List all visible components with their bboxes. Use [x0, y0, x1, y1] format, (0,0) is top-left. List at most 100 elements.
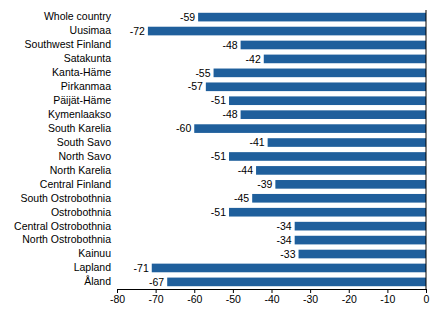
category-label: Central Finland [40, 178, 111, 190]
x-tick-label: -70 [149, 293, 164, 305]
category-label: Pirkanmaa [61, 80, 111, 92]
data-label: -71 [134, 262, 149, 274]
bar [167, 278, 426, 287]
y-tick: Southwest Finland [25, 38, 117, 50]
x-tick-label: -40 [264, 293, 279, 305]
y-tick: Whole country [44, 10, 117, 22]
data-label: -51 [211, 150, 226, 162]
x-tick: -80 [110, 289, 125, 305]
x-tick-mark [272, 289, 273, 293]
y-tick: Satakunta [64, 52, 117, 64]
data-label: -45 [234, 192, 249, 204]
x-tick-label: -50 [226, 293, 241, 305]
chart: -80 -70 -60 -50 -40 -30 -20 -10 0 Whole country Uu… [0, 0, 442, 317]
x-tick-mark [310, 289, 311, 293]
bar [252, 194, 426, 203]
y-tick: Åland [84, 275, 117, 287]
x-tick-label: -60 [187, 293, 202, 305]
x-tick-mark [156, 289, 157, 293]
y-tick: Kymenlaakso [48, 108, 117, 120]
bar [268, 138, 426, 147]
x-tick: -50 [226, 289, 241, 305]
plot: -80 -70 -60 -50 -40 -30 -20 -10 0 Whole country Uu… [14, 10, 429, 305]
category-label: Åland [84, 275, 111, 287]
y-tick: Kanta-Häme [52, 66, 117, 78]
bar [229, 96, 426, 105]
category-label: North Ostrobothnia [22, 233, 111, 245]
category-label: Lapland [74, 261, 112, 273]
x-tick-label: -20 [342, 293, 357, 305]
x-tick: -60 [187, 289, 202, 305]
bar [206, 82, 426, 91]
y-tick: Päijät-Häme [53, 94, 117, 106]
y-axis: Whole country Uusimaa Southwest Finland Sat… [14, 10, 117, 287]
data-label: -39 [257, 178, 272, 190]
x-tick-mark [387, 289, 388, 293]
y-tick: South Savo [57, 136, 117, 148]
category-label: Kymenlaakso [48, 108, 111, 120]
data-label: -59 [180, 11, 195, 23]
data-label: -72 [130, 25, 145, 37]
bar [295, 236, 426, 245]
data-label: -51 [211, 206, 226, 218]
data-label: -67 [149, 276, 164, 288]
category-label: Päijät-Häme [53, 94, 111, 106]
bar [299, 250, 426, 259]
x-tick-mark [233, 289, 234, 293]
bar [275, 180, 426, 189]
category-label: North Karelia [50, 164, 111, 176]
category-label: Central Ostrobothnia [14, 220, 111, 232]
data-label: -60 [176, 122, 191, 134]
y-tick: Ostrobothnia [51, 206, 117, 218]
category-label: South Ostrobothnia [21, 192, 112, 204]
y-tick: North Savo [58, 150, 117, 162]
bar [241, 41, 426, 50]
y-tick: Central Finland [40, 178, 117, 190]
x-tick: -30 [303, 289, 318, 305]
category-label: Southwest Finland [25, 38, 112, 50]
x-tick-label: 0 [424, 293, 430, 305]
y-tick: Lapland [74, 261, 117, 273]
x-tick: -70 [149, 289, 164, 305]
category-label: Satakunta [64, 52, 111, 64]
data-label: -48 [222, 108, 237, 120]
y-tick: Pirkanmaa [61, 80, 117, 92]
y-tick: Central Ostrobothnia [14, 220, 117, 232]
bar [256, 166, 426, 175]
data-label: -33 [280, 248, 295, 260]
x-tick: 0 [424, 289, 430, 305]
y-tick: Uusimaa [70, 24, 117, 36]
x-tick-label: -10 [380, 293, 395, 305]
bar [264, 55, 426, 64]
y-tick: North Karelia [50, 164, 117, 176]
y-tick: South Karelia [48, 122, 117, 134]
data-label: -44 [238, 164, 253, 176]
bars [148, 13, 426, 286]
data-label: -34 [276, 220, 291, 232]
zero-line [426, 10, 427, 289]
bar [198, 13, 426, 22]
data-label: -34 [276, 234, 291, 246]
x-tick: -10 [380, 289, 395, 305]
category-label: Kanta-Häme [52, 66, 111, 78]
y-tick: Kainuu [78, 247, 117, 259]
bar [229, 152, 426, 161]
bar [214, 69, 426, 78]
x-tick-mark [349, 289, 350, 293]
data-label: -55 [195, 67, 210, 79]
bar [295, 222, 426, 231]
category-label: Whole country [44, 10, 112, 22]
x-tick-mark [426, 289, 427, 293]
x-tick-mark [117, 289, 118, 293]
category-label: Uusimaa [70, 24, 112, 36]
data-labels: -59-72-48-42-55-57-51-48-60-41-51-44-39-… [130, 11, 296, 288]
bar [148, 27, 426, 36]
data-label: -48 [222, 39, 237, 51]
category-label: Kainuu [78, 247, 111, 259]
bar [229, 208, 426, 217]
bar [194, 124, 426, 133]
data-label: -57 [188, 80, 203, 92]
data-label: -42 [246, 53, 261, 65]
category-label: South Karelia [48, 122, 111, 134]
y-tick: South Ostrobothnia [21, 192, 117, 204]
